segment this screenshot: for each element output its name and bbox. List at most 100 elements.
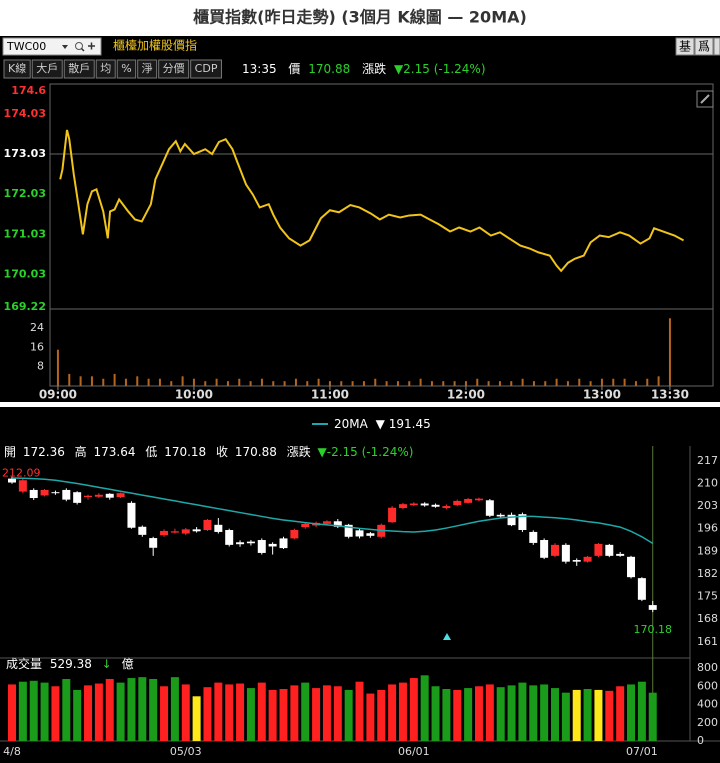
volume-bar (147, 378, 150, 386)
y-tick-label: 196 (697, 522, 718, 535)
volume-bar (485, 684, 494, 741)
right-button-label[interactable]: 基 (679, 40, 691, 54)
volume-bar (646, 378, 649, 386)
volume-bar (657, 376, 660, 386)
y-tick-label: 171.03 (4, 227, 46, 240)
volume-bar (374, 378, 377, 386)
volume-bar (464, 381, 467, 386)
volume-bar (442, 381, 445, 386)
candle-body (627, 556, 636, 578)
candle-body (257, 540, 266, 553)
x-tick-label: 07/01 (626, 745, 658, 758)
volume-bar (257, 682, 266, 741)
info-value: 173.64 (94, 445, 136, 459)
x-tick-label: 06/01 (398, 745, 430, 758)
candle-body (138, 526, 147, 535)
volume-bar (328, 381, 331, 386)
candle-body (279, 538, 288, 549)
ma-line (11, 477, 654, 545)
add-icon[interactable] (80, 42, 96, 52)
toolbar-button-label[interactable]: 大戶 (36, 61, 58, 75)
candle-body (225, 530, 234, 545)
volume-bar (116, 682, 125, 741)
candle-body (29, 489, 38, 499)
volume-bar (138, 677, 147, 741)
volume-bar (600, 378, 603, 386)
toolbar-button[interactable] (116, 59, 137, 79)
symbol[interactable]: TWC00 (6, 40, 46, 53)
candle-body (344, 524, 353, 537)
candle-body (561, 544, 570, 562)
volume-bar (105, 678, 114, 741)
link-glyph[interactable] (700, 94, 710, 104)
volume-bar (637, 681, 646, 741)
legend: 20MA ▼ 191.45 (334, 417, 431, 431)
info-value: 170.88 (235, 445, 277, 459)
volume-bar (272, 381, 275, 386)
signal-marker (443, 633, 451, 640)
candle-body (648, 605, 657, 610)
volume-bar (268, 689, 277, 741)
volume-bar (498, 381, 501, 386)
search-icon[interactable] (75, 42, 83, 50)
volume-bar (312, 688, 321, 741)
right-button-label[interactable]: 爲 (698, 40, 710, 54)
toolbar-button-label[interactable]: 均 (100, 62, 111, 75)
volume-bar (18, 681, 27, 741)
toolbar-button-label[interactable]: CDP (195, 62, 218, 75)
right-button[interactable] (694, 37, 714, 56)
volume-bar (136, 376, 139, 386)
volume-bar (366, 693, 375, 741)
candle-body (594, 543, 603, 556)
volume-bar (419, 378, 422, 386)
toolbar-button[interactable] (158, 59, 190, 79)
volume-bar (551, 688, 559, 741)
volume-bar (496, 687, 505, 741)
candle-body (105, 493, 114, 498)
toolbar-button-label[interactable]: 分價 (163, 61, 185, 75)
candle-body (388, 507, 397, 523)
volume-bar (351, 381, 354, 386)
volume-bar (431, 686, 440, 741)
x-tick-label: 11:00 (311, 388, 349, 402)
toolbar-button-label[interactable]: % (121, 62, 131, 75)
right-button[interactable] (713, 37, 720, 56)
y-tick-label: 168 (697, 612, 718, 625)
toolbar-button-label[interactable]: 散戶 (68, 61, 90, 75)
toolbar-button[interactable] (137, 59, 158, 79)
volume-bar (90, 376, 93, 386)
price-label: 價 (288, 62, 300, 76)
candle-body (73, 492, 82, 503)
dropdown-icon[interactable] (62, 45, 68, 49)
volume-bar (529, 685, 538, 741)
right-button[interactable] (675, 37, 695, 56)
toolbar-button[interactable] (95, 59, 116, 79)
toolbar-button-label[interactable]: K線 (8, 61, 26, 75)
toolbar-button[interactable] (31, 59, 63, 79)
y-tick-label: 400 (697, 698, 718, 711)
y-tick-label: 175 (697, 590, 718, 603)
symbol-input[interactable] (2, 37, 102, 56)
toolbar-button[interactable] (190, 59, 222, 79)
info-value: 172.36 (23, 445, 65, 459)
info-change: ▼-2.15 (-1.24%) (318, 445, 414, 459)
volume-value: 529.38 (50, 657, 92, 671)
candle-body (236, 542, 245, 545)
candle-body (637, 578, 646, 600)
candle-body (442, 506, 451, 509)
candle-body (583, 556, 592, 562)
candle-body (246, 541, 255, 544)
y-tick-label: 161 (697, 635, 718, 648)
volume-bar (102, 378, 105, 386)
candle-body (62, 489, 71, 500)
candle-body (116, 493, 125, 498)
candle-body (507, 514, 516, 526)
volume-bar (249, 381, 252, 386)
volume-bar (566, 381, 569, 386)
link-icon[interactable] (696, 90, 714, 108)
quote-line: 13:35 價 170.88 漲跌 ▼2.15 (-1.24%) (242, 61, 486, 76)
toolbar-button[interactable] (3, 59, 31, 79)
toolbar-button[interactable] (63, 59, 95, 79)
toolbar-button-label[interactable]: 淨 (142, 62, 153, 75)
legend-value: 191.45 (389, 417, 431, 431)
